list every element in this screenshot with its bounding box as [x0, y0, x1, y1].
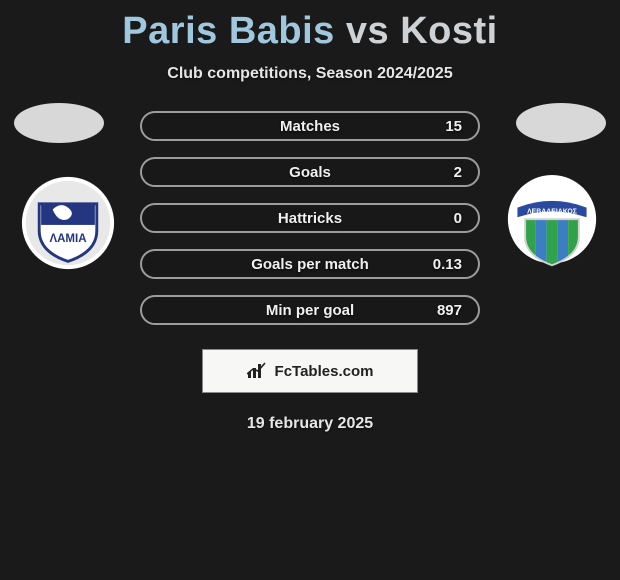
vs-text: vs — [346, 10, 389, 52]
svg-text:ΛΑΜΙΑ: ΛΑΜΙΑ — [49, 233, 87, 245]
brand-box[interactable]: FcTables.com — [202, 349, 418, 393]
player2-silhouette — [516, 103, 606, 143]
stat-row-goals-per-match: Goals per match 0.13 — [140, 249, 480, 279]
stat-label: Hattricks — [278, 210, 342, 227]
stat-value: 2 — [454, 164, 462, 181]
stat-value: 0 — [454, 210, 462, 227]
stat-row-min-per-goal: Min per goal 897 — [140, 295, 480, 325]
stat-label: Goals — [289, 164, 331, 181]
stat-value: 897 — [437, 302, 462, 319]
stat-value: 15 — [445, 118, 462, 135]
stat-row-hattricks: Hattricks 0 — [140, 203, 480, 233]
stat-label: Min per goal — [266, 302, 354, 319]
player1-club-badge: ΛΑΜΙΑ — [18, 169, 118, 277]
bar-chart-icon — [247, 362, 269, 380]
content-area: ΛΑΜΙΑ ΛΕΒΑΔΕΙΑΚΟΣ Matches 15 Goals 2 — [0, 111, 620, 433]
levadiakos-crest-icon: ΛΕΒΑΔΕΙΑΚΟΣ — [504, 175, 600, 271]
player1-silhouette — [14, 103, 104, 143]
stat-label: Matches — [280, 118, 340, 135]
lamia-crest-icon: ΛΑΜΙΑ — [20, 175, 116, 271]
subtitle: Club competitions, Season 2024/2025 — [0, 65, 620, 83]
stat-value: 0.13 — [433, 256, 462, 273]
stat-label: Goals per match — [251, 256, 369, 273]
stat-row-matches: Matches 15 — [140, 111, 480, 141]
comparison-title: Paris Babis vs Kosti — [0, 0, 620, 53]
player2-club-badge: ΛΕΒΑΔΕΙΑΚΟΣ — [502, 169, 602, 277]
stat-row-goals: Goals 2 — [140, 157, 480, 187]
player1-name: Paris Babis — [122, 10, 335, 52]
svg-text:ΛΕΒΑΔΕΙΑΚΟΣ: ΛΕΒΑΔΕΙΑΚΟΣ — [527, 208, 577, 215]
player2-name: Kosti — [400, 10, 498, 52]
date-line: 19 february 2025 — [0, 415, 620, 433]
brand-text: FcTables.com — [275, 363, 374, 380]
